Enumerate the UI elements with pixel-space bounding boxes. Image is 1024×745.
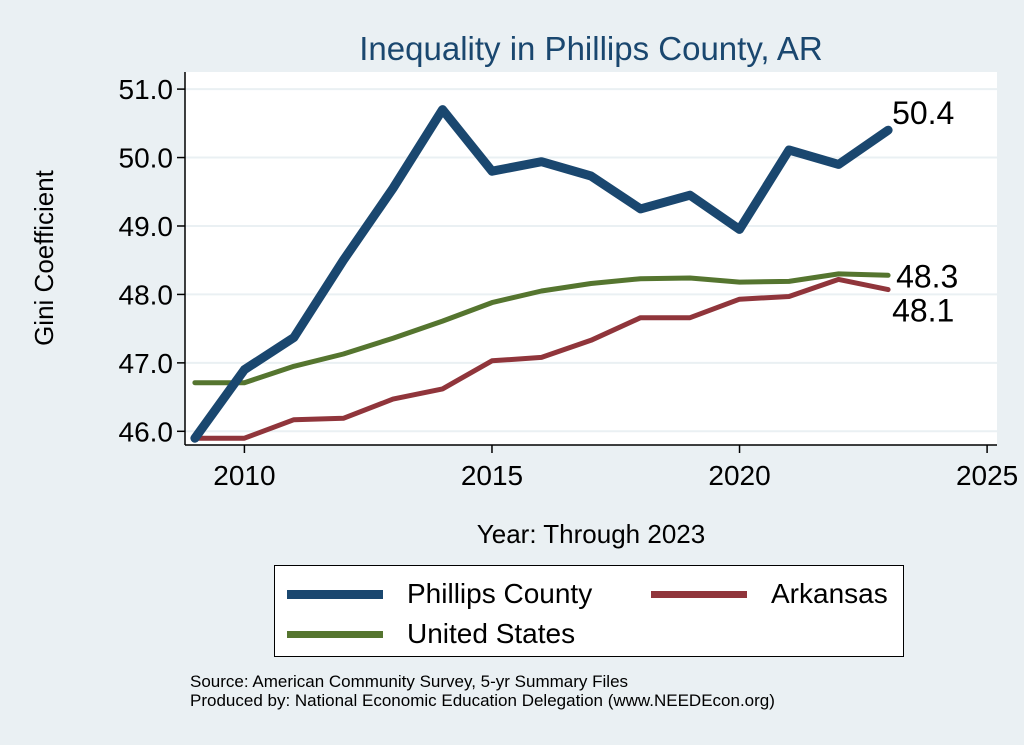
end-labels: 50.4 48.148.3	[892, 95, 958, 328]
producer-line: Produced by: National Economic Education…	[190, 691, 775, 710]
legend-item-phillips-county: Phillips County	[287, 578, 593, 609]
x-tick-label: 2020	[708, 460, 770, 491]
y-tick-label: 51.0	[119, 74, 174, 105]
y-tick-label: 47.0	[119, 348, 174, 379]
end-label-phillips-county: 50.4	[892, 95, 954, 131]
legend-swatch-arkansas	[651, 590, 747, 598]
series-lines	[190, 105, 893, 443]
legend-label: United States	[407, 618, 576, 649]
x-tick-label: 2025	[956, 460, 1018, 491]
legend-label: Phillips County	[407, 578, 593, 609]
end-label-arkansas: 48.1	[892, 293, 954, 329]
axes: 46.0 47.0 48.0 49.0 50.0 51.0 2010 2015 2020 2025	[119, 72, 1018, 491]
y-tick-label: 48.0	[119, 279, 174, 310]
plot-area	[185, 72, 997, 445]
y-tick-label: 50.0	[119, 143, 174, 174]
legend: Phillips County Arkansas United States	[274, 565, 904, 657]
series-line-arkansas	[192, 276, 891, 441]
legend-swatch-phillips-county	[287, 589, 383, 599]
x-tick-label: 2010	[213, 460, 275, 491]
legend-label: Arkansas	[771, 578, 888, 609]
gridlines	[185, 88, 997, 433]
series-line-phillips-county	[190, 105, 893, 443]
y-tick-label: 49.0	[119, 211, 174, 242]
end-label-united-states: 48.3	[896, 258, 958, 294]
x-tick-label: 2015	[461, 460, 523, 491]
legend-item-arkansas: Arkansas	[651, 578, 888, 609]
y-axis-label: Gini Coefficient	[29, 169, 59, 346]
source-note: Source: American Community Survey, 5-yr …	[190, 672, 775, 710]
series-line-united-states	[192, 271, 891, 386]
x-axis-label: Year: Through 2023	[477, 519, 705, 549]
chart-title: Inequality in Phillips County, AR	[359, 30, 822, 67]
source-line: Source: American Community Survey, 5-yr …	[190, 672, 629, 691]
legend-item-united-states: United States	[287, 618, 576, 649]
legend-swatch-united-states	[287, 630, 383, 638]
y-tick-label: 46.0	[119, 416, 174, 447]
